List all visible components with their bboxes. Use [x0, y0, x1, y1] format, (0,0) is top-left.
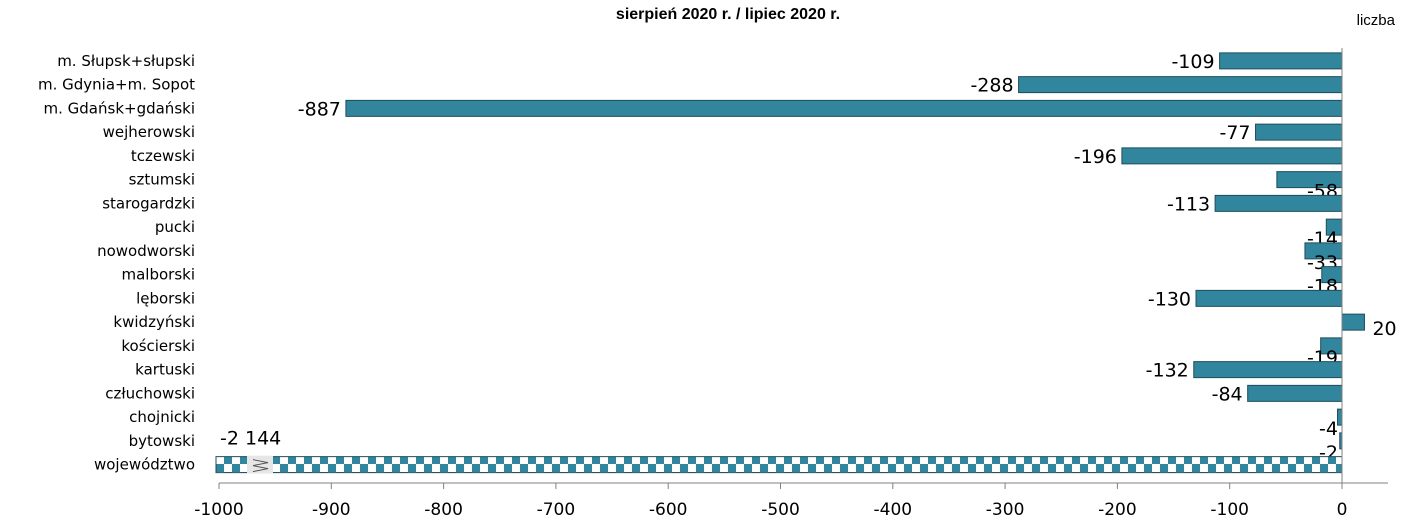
category-label: malborski [121, 266, 195, 284]
bar [1193, 361, 1343, 379]
x-tick-label: -300 [986, 500, 1025, 520]
data-label: -132 [1146, 360, 1189, 382]
data-label: 20 [1372, 318, 1396, 340]
data-label: -130 [1148, 288, 1191, 310]
category-label: kościerski [121, 337, 195, 355]
data-label: -2 144 [220, 428, 281, 450]
data-label: -288 [970, 75, 1013, 97]
unit-label: liczba [1357, 12, 1396, 29]
category-label: lęborski [136, 289, 195, 307]
bar [1121, 147, 1343, 165]
bar [1214, 194, 1343, 212]
category-label: tczewski [131, 147, 195, 165]
chart-title: sierpień 2020 r. / lipiec 2020 r. [616, 6, 840, 23]
category-label: województwo [94, 456, 195, 474]
x-tick-label: -700 [537, 500, 576, 520]
bar [1337, 408, 1343, 426]
data-label: -77 [1219, 122, 1250, 144]
category-label: pucki [155, 218, 195, 236]
x-tick-label: -100 [1210, 500, 1249, 520]
category-label: wejherowski [103, 123, 195, 141]
x-tick-label: -500 [761, 500, 800, 520]
x-tick-label: -900 [312, 500, 351, 520]
category-label: m. Gdańsk+gdański [44, 99, 195, 117]
bar [1341, 313, 1365, 331]
category-label: sztumski [129, 171, 195, 189]
bar [1195, 289, 1343, 307]
bar [345, 99, 1343, 117]
data-label: -4 [1319, 418, 1338, 440]
category-label: kartuski [135, 361, 195, 379]
bar [1018, 76, 1343, 94]
data-label: -84 [1212, 383, 1243, 405]
category-label: m. Gdynia+m. Sopot [38, 76, 195, 94]
category-label: bytowski [129, 432, 195, 450]
bar [1219, 52, 1343, 70]
x-tick-label: -400 [874, 500, 913, 520]
category-label: nowodworski [97, 242, 195, 260]
x-tick-label: -1000 [194, 500, 243, 520]
data-label: -887 [298, 98, 341, 120]
bar [1247, 384, 1343, 402]
category-label: kwidzyński [113, 313, 195, 331]
data-label: -113 [1167, 193, 1210, 215]
x-tick-label: -800 [424, 500, 463, 520]
category-label: chojnicki [129, 408, 195, 426]
bar [1255, 123, 1343, 141]
x-tick-label: -200 [1098, 500, 1137, 520]
x-tick-label: -600 [649, 500, 688, 520]
x-tick-label: 0 [1337, 500, 1348, 520]
data-label: -109 [1171, 51, 1214, 73]
axis-break-zigzag [252, 459, 269, 473]
category-label: m. Słupsk+słupski [57, 52, 195, 70]
bar [215, 456, 1343, 474]
category-label: człuchowski [105, 384, 195, 402]
category-label: starogardzki [102, 194, 195, 212]
data-label: -196 [1074, 146, 1117, 168]
